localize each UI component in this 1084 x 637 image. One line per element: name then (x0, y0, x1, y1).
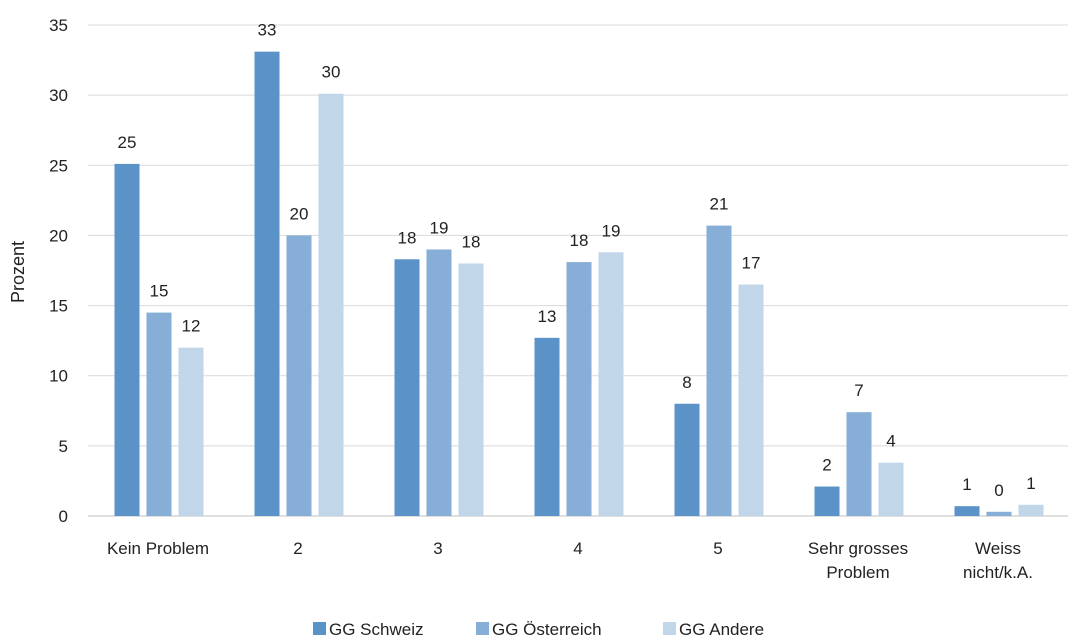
legend-label: GG Schweiz (329, 620, 423, 637)
y-tick-label: 25 (49, 156, 68, 175)
data-label: 30 (322, 63, 341, 82)
bar (878, 462, 904, 516)
bar (114, 163, 140, 516)
y-tick-labels: 0 5 10 15 20 25 30 35 (49, 16, 68, 526)
data-label: 19 (430, 218, 449, 237)
y-tick-label: 20 (49, 226, 68, 245)
x-tick-label: 5 (713, 539, 722, 558)
data-label: 17 (742, 254, 761, 273)
x-tick-label: 4 (573, 539, 582, 558)
legend-label: GG Andere (679, 620, 764, 637)
bar (286, 235, 312, 516)
bar (178, 347, 204, 516)
x-tick-label: 2 (293, 539, 302, 558)
bar (318, 93, 344, 517)
y-tick-label: 30 (49, 86, 68, 105)
y-tick-label: 35 (49, 16, 68, 35)
y-tick-label: 10 (49, 367, 68, 386)
data-label: 33 (258, 21, 277, 40)
data-labels: 25 15 12 33 20 30 18 19 18 13 18 19 8 21 17 2 7 4 1 0 1 (118, 21, 1036, 500)
bar (1018, 504, 1044, 516)
bar (534, 337, 560, 516)
x-tick-label: Kein Problem (107, 539, 209, 558)
legend-swatch (313, 622, 326, 635)
bar (706, 225, 732, 516)
data-label: 25 (118, 133, 137, 152)
y-tick-label: 0 (59, 507, 68, 526)
bars (114, 51, 1044, 517)
bar (146, 312, 172, 516)
y-tick-label: 15 (49, 297, 68, 316)
bar (566, 262, 592, 516)
bar (598, 252, 624, 516)
data-label: 8 (682, 373, 691, 392)
legend-swatch (476, 622, 489, 635)
x-tick-label: nicht/k.A. (963, 563, 1033, 582)
y-axis-label: Prozent (8, 241, 28, 303)
data-label: 19 (602, 221, 621, 240)
data-label: 7 (854, 381, 863, 400)
data-label: 13 (538, 307, 557, 326)
bar (458, 263, 484, 516)
y-tick-label: 5 (59, 437, 68, 456)
data-label: 2 (822, 456, 831, 475)
data-label: 18 (398, 228, 417, 247)
x-tick-labels: Kein Problem 2 3 4 5 Sehr grosses Problem Weiss… (107, 539, 1033, 582)
legend: GG Schweiz GG Österreich GG Andere (313, 620, 764, 637)
bar (394, 259, 420, 516)
bar (738, 284, 764, 516)
data-label: 4 (886, 432, 895, 451)
bar (254, 51, 280, 516)
data-label: 15 (150, 282, 169, 301)
bar (846, 412, 872, 516)
legend-swatch (663, 622, 676, 635)
x-tick-label: Problem (826, 563, 889, 582)
bar (426, 249, 452, 516)
bar (814, 486, 840, 516)
bar (986, 511, 1012, 516)
data-label: 18 (462, 232, 481, 251)
data-label: 0 (994, 481, 1003, 500)
data-label: 1 (1026, 474, 1035, 493)
legend-label: GG Österreich (492, 620, 602, 637)
x-tick-label: Sehr grosses (808, 539, 908, 558)
x-tick-label: Weiss (975, 539, 1021, 558)
bar (954, 506, 980, 516)
data-label: 1 (962, 475, 971, 494)
data-label: 20 (290, 204, 309, 223)
data-label: 21 (710, 195, 729, 214)
bar (674, 403, 700, 516)
data-label: 12 (182, 317, 201, 336)
x-tick-label: 3 (433, 539, 442, 558)
data-label: 18 (570, 231, 589, 250)
